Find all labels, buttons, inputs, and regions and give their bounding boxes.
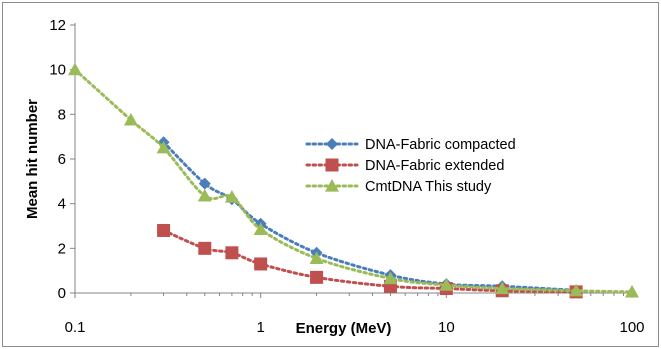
data-point <box>569 283 584 297</box>
series-layer <box>68 62 639 299</box>
legend-label: CmtDNA This study <box>365 179 492 195</box>
y-tick-label: 12 <box>49 17 66 34</box>
data-point <box>198 241 212 255</box>
x-tick-label: 10 <box>438 319 455 336</box>
data-point <box>309 251 324 264</box>
data-point <box>439 278 454 291</box>
tick-labels: 0 2 4 6 8 10 12 0.1 1 10 100 <box>49 17 644 336</box>
y-tick-label: 0 <box>58 285 66 302</box>
x-tick-label: 100 <box>619 319 644 336</box>
data-point <box>310 270 324 284</box>
legend-marker <box>326 138 338 150</box>
data-point <box>625 284 639 298</box>
y-tick-label: 10 <box>49 62 66 79</box>
y-tick-label: 6 <box>58 151 66 168</box>
series-line <box>162 228 578 294</box>
data-point <box>225 246 239 260</box>
data-point <box>383 271 398 285</box>
legend-marker <box>325 179 339 192</box>
data-point <box>253 222 268 235</box>
data-point <box>197 188 212 202</box>
series-3 <box>68 62 639 298</box>
series-line <box>73 68 634 294</box>
data-point <box>198 177 211 190</box>
legend-marker <box>325 158 339 172</box>
data-point <box>123 112 138 126</box>
y-tick-label: 8 <box>58 106 66 123</box>
data-point <box>156 140 171 154</box>
data-point <box>68 62 82 76</box>
legend-label: DNA-Fabric compacted <box>365 137 516 153</box>
legend-label: DNA-Fabric extended <box>365 158 504 174</box>
axes <box>70 23 633 298</box>
y-axis-title: Mean hit number <box>24 99 41 219</box>
x-axis-title: Energy (MeV) <box>296 320 392 337</box>
data-point <box>254 257 268 271</box>
legend: DNA-Fabric compacted DNA-Fabric extended C… <box>305 137 516 195</box>
data-point <box>224 189 239 203</box>
legend-item-2: DNA-Fabric extended <box>305 158 504 174</box>
x-tick-label: 0.1 <box>65 319 86 336</box>
legend-item-1: DNA-Fabric compacted <box>305 137 516 153</box>
y-tick-label: 2 <box>58 240 66 257</box>
data-point <box>495 281 510 295</box>
y-tick-label: 4 <box>58 196 66 213</box>
data-point <box>157 223 171 237</box>
x-tick-label: 1 <box>256 319 264 336</box>
legend-item-3: CmtDNA This study <box>305 179 492 195</box>
